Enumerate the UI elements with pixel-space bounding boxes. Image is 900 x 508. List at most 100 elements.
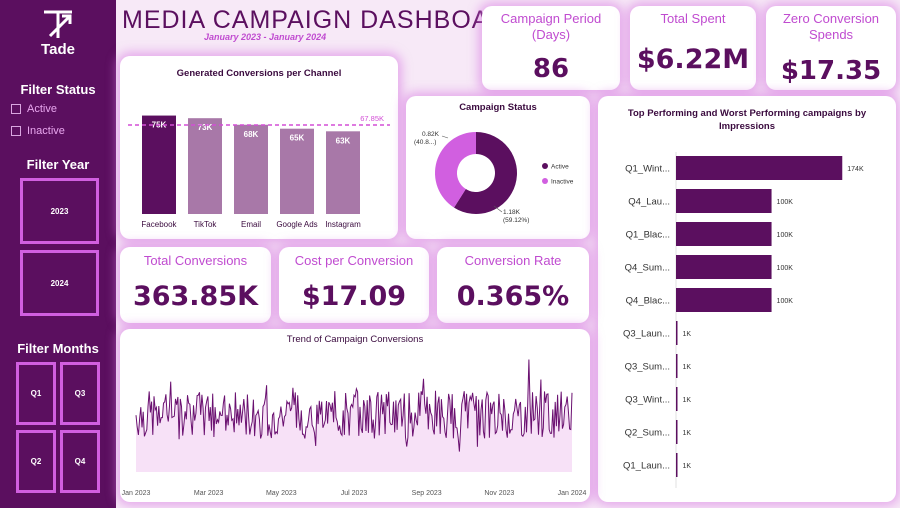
kpi-total-spent: Total Spent $6.22M xyxy=(630,6,756,90)
channel-bar xyxy=(188,118,222,214)
campaign-bar xyxy=(676,321,678,345)
kpi-label: Conversion Rate xyxy=(464,253,562,268)
kpi-value: $6.22M xyxy=(636,44,750,75)
checkbox[interactable] xyxy=(11,126,21,136)
campaign-value-label: 1K xyxy=(683,364,692,371)
quarter-button-q1[interactable]: Q1 xyxy=(16,362,56,425)
legend-marker xyxy=(542,178,548,184)
status-annotation: (40.8...) xyxy=(414,139,436,146)
campaign-value-label: 1K xyxy=(683,430,692,437)
legend-label: Active xyxy=(551,164,569,171)
channel-category-label: Email xyxy=(241,220,261,229)
filter-year-title: Filter Year xyxy=(26,157,90,172)
quarter-button-q4[interactable]: Q4 xyxy=(60,430,100,493)
x-tick-label: Nov 2023 xyxy=(484,490,514,497)
x-tick-label: Jan 2023 xyxy=(122,490,151,497)
kpi-label: Total Spent xyxy=(660,11,726,26)
logo-arrow-icon xyxy=(44,10,72,38)
campaign-category-label: Q4_Sum... xyxy=(625,263,670,274)
trend-area xyxy=(136,359,572,472)
status-option-active[interactable]: Active xyxy=(11,103,57,115)
x-tick-label: May 2023 xyxy=(266,490,297,497)
channel-bar xyxy=(142,115,176,214)
x-tick-label: Jul 2023 xyxy=(341,490,368,497)
legend-label: Inactive xyxy=(551,179,574,186)
status-option-inactive[interactable]: Inactive xyxy=(11,125,65,137)
channel-bar xyxy=(326,131,360,214)
trend-line xyxy=(135,359,573,452)
campaign-category-label: Q3_Sum... xyxy=(625,362,670,373)
campaign-bar xyxy=(676,420,678,444)
campaign-value-label: 100K xyxy=(777,199,794,206)
kpi-label: Campaign Period (Days) xyxy=(500,11,602,42)
channel-value-label: 73K xyxy=(198,123,213,132)
kpi-value: 363.85K xyxy=(132,281,259,312)
channel-value-label: 68K xyxy=(244,130,259,139)
campaign-bar xyxy=(676,453,678,477)
campaign-category-label: Q1_Wint... xyxy=(625,164,670,175)
status-slice xyxy=(435,132,476,208)
kpi-zero-conversion-spends: Zero Conversion Spends $17.35 xyxy=(766,6,896,90)
date-range-subtitle: January 2023 - January 2024 xyxy=(204,32,327,42)
campaign-category-label: Q1_Blac... xyxy=(626,230,670,241)
campaign-value-label: 1K xyxy=(683,397,692,404)
campaign-category-label: Q4_Blac... xyxy=(626,296,670,307)
channel-value-label: 63K xyxy=(336,136,351,145)
status-annotation: 0.82K xyxy=(422,131,440,138)
kpi-conversion-rate: Conversion Rate 0.365% xyxy=(437,247,589,323)
campaign-value-label: 100K xyxy=(777,232,794,239)
campaign-bar xyxy=(676,222,772,246)
status-slice xyxy=(454,132,517,214)
kpi-label: Zero Conversion Spends xyxy=(782,11,880,42)
kpi-label: Cost per Conversion xyxy=(294,253,414,268)
kpi-value: 86 xyxy=(532,54,570,84)
status-annotation: 1.18K xyxy=(503,209,521,216)
campaign-category-label: Q4_Lau... xyxy=(628,197,670,208)
campaign-value-label: 1K xyxy=(683,463,692,470)
campaign-category-label: Q2_Sum... xyxy=(625,428,670,439)
chart-title: Campaign Status xyxy=(459,102,537,113)
sidebar: Tade Filter Status Active Inactive Filte… xyxy=(0,0,116,508)
channel-category-label: TikTok xyxy=(194,220,218,229)
campaign-value-label: 100K xyxy=(777,265,794,272)
x-tick-label: Sep 2023 xyxy=(412,490,442,497)
quarter-button-q2[interactable]: Q2 xyxy=(16,430,56,493)
status-annotation: (59.12%) xyxy=(503,217,529,224)
campaign-value-label: 174K xyxy=(847,166,864,173)
campaign-value-label: 1K xyxy=(683,331,692,338)
legend-marker xyxy=(542,163,548,169)
average-reference-label: 67.85K xyxy=(360,114,384,123)
conversion-trend-card: Trend of Campaign Conversions Jan 2023 Ma… xyxy=(120,329,590,502)
filter-months-title: Filter Months xyxy=(17,341,99,356)
year-button-2023[interactable]: 2023 xyxy=(20,178,99,244)
kpi-campaign-period: Campaign Period (Days) 86 xyxy=(482,6,620,90)
campaign-value-label: 100K xyxy=(777,298,794,305)
x-tick-label: Mar 2023 xyxy=(194,490,224,497)
quarter-button-q3[interactable]: Q3 xyxy=(60,362,100,425)
campaign-category-label: Q1_Laun... xyxy=(623,461,670,472)
kpi-total-conversions: Total Conversions 363.85K xyxy=(120,247,271,323)
channel-bar xyxy=(234,124,268,214)
kpi-value: $17.09 xyxy=(301,281,407,312)
campaign-category-label: Q3_Wint... xyxy=(625,395,670,406)
channel-conversions-card: Generated Conversions per Channel 75K Fac… xyxy=(120,56,398,239)
year-button-2024[interactable]: 2024 xyxy=(20,250,99,316)
filter-status-title: Filter Status xyxy=(20,82,96,97)
campaign-category-label: Q3_Laun... xyxy=(623,329,670,340)
campaign-bar xyxy=(676,288,772,312)
checkbox[interactable] xyxy=(11,104,21,114)
channel-bar xyxy=(280,128,314,214)
kpi-cost-per-conversion: Cost per Conversion $17.09 xyxy=(279,247,429,323)
campaign-bar xyxy=(676,156,843,180)
campaign-impressions-card: Top Performing and Worst Performing camp… xyxy=(598,96,896,502)
annotation-leader xyxy=(441,135,449,139)
chart-title: Generated Conversions per Channel xyxy=(176,68,342,79)
trend-line-chart: Jan 2023 Mar 2023 May 2023 Jul 2023 Sep 2023… xyxy=(122,359,587,497)
status-donut-chart: 1.18K(59.12%) 0.82K(40.8...) Active Inactiv… xyxy=(414,131,574,224)
kpi-value: 0.365% xyxy=(456,281,570,312)
kpi-label: Total Conversions xyxy=(143,253,248,268)
annotation-leader xyxy=(493,205,503,213)
campaign-bar xyxy=(676,189,772,213)
logo-text: Tade xyxy=(41,41,75,58)
